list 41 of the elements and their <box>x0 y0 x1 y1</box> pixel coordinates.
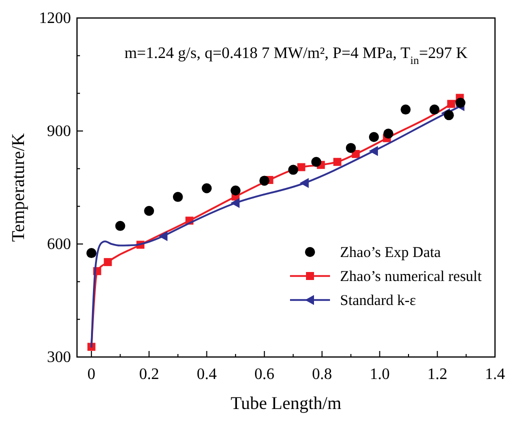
x-tick-label: 0.8 <box>312 366 332 383</box>
legend-label: Zhao’s Exp Data <box>340 245 442 261</box>
point <box>311 156 322 167</box>
x-tick-label: 1.0 <box>370 366 390 383</box>
point <box>259 176 270 186</box>
x-tick-label: 0.2 <box>139 366 160 383</box>
point <box>230 186 241 196</box>
point <box>230 198 240 208</box>
x-axis-title: Tube Length/m <box>230 393 342 413</box>
x-tick-label: 1.4 <box>485 366 505 383</box>
x-tick-label: 1.2 <box>427 366 448 383</box>
y-tick-label: 600 <box>47 236 71 253</box>
point <box>455 98 466 108</box>
point <box>333 158 342 166</box>
point <box>346 142 356 153</box>
point <box>300 178 309 188</box>
legend-label: Zhao’s numerical result <box>340 269 482 285</box>
point <box>144 206 154 216</box>
point <box>429 104 440 115</box>
point <box>368 146 378 156</box>
x-tick-label: 0 <box>87 366 96 383</box>
annotation: m=1.24 g/s, q=0.418 7 MW/m², P=4 MPa, T$_{in}$=297 K <box>124 45 468 67</box>
y-tick-label: 300 <box>47 349 71 366</box>
point <box>104 258 112 266</box>
legend-label: Standard k-ε <box>340 293 416 309</box>
y-tick-label: 900 <box>47 123 71 140</box>
point <box>444 110 454 120</box>
point <box>368 132 379 142</box>
point <box>400 104 411 115</box>
point <box>447 100 456 108</box>
x-tick-label: 0.4 <box>196 366 217 383</box>
y-axis-title: Temperature/K <box>8 133 28 242</box>
point <box>202 183 212 194</box>
point <box>172 192 183 202</box>
point <box>86 248 96 258</box>
point <box>288 164 298 175</box>
y-tick-label: 1200 <box>39 10 71 27</box>
x-tick-label: 0.6 <box>254 366 274 383</box>
point <box>297 163 306 172</box>
point <box>115 220 126 231</box>
point <box>383 128 394 139</box>
